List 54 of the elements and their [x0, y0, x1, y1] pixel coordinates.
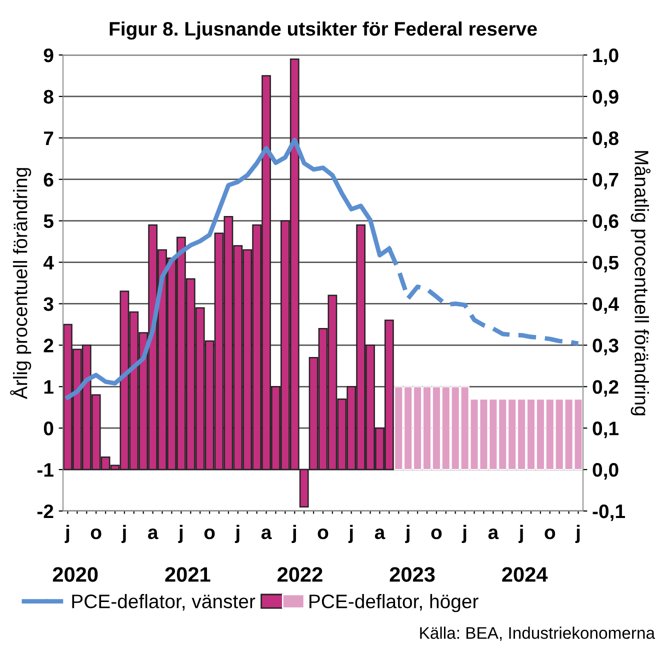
y-axis-title: Årlig procentuell förändring — [10, 168, 32, 400]
y-tick-label: 0 — [44, 422, 54, 436]
y-tick-label: 8 — [44, 90, 54, 104]
x-tick-label: j — [518, 524, 523, 544]
x-tick-label: j — [64, 524, 70, 544]
y-tick-label: 5 — [44, 214, 54, 228]
x-tick-label: o — [204, 528, 215, 540]
y2-tick-label: 0,6 — [592, 214, 618, 231]
legend-label: PCE-deflator, vänster — [72, 594, 256, 611]
x-tick-label: o — [431, 528, 442, 540]
x-tick-label: j — [575, 524, 580, 544]
x-tick-label: j — [121, 524, 126, 544]
y-tick-label: -1 — [37, 463, 54, 477]
x-tick-label: o — [90, 528, 102, 540]
y2-tick-label: 0,8 — [592, 131, 618, 148]
x-tick-label: a — [148, 528, 158, 540]
y2-tick-label: 0,1 — [592, 422, 619, 438]
x-tick-label: a — [374, 528, 386, 540]
y-tick-label: 7 — [44, 132, 54, 145]
x-tick-label: j — [405, 524, 410, 544]
chart-title: Figur 8. Ljusnande utsikter för Federal reserve — [110, 21, 537, 40]
x-tick-label: o — [318, 528, 328, 540]
x2-tick-label: 2024 — [502, 567, 548, 582]
x2-tick-label: 2020 — [52, 567, 98, 582]
legend-label: PCE-deflator, höger — [310, 594, 478, 612]
y2-tick-label: 0,7 — [592, 172, 618, 190]
y2-tick-label: 0,4 — [592, 297, 619, 314]
y2-tick-label: -0,1 — [592, 504, 625, 522]
x2-tick-label: 2021 — [165, 567, 210, 582]
y2-tick-label: 0,3 — [592, 338, 618, 356]
x-tick-label: o — [544, 528, 556, 540]
x-tick-label: j — [462, 524, 466, 544]
y-tick-label: 3 — [44, 297, 54, 311]
y2-tick-label: 1,0 — [593, 48, 618, 66]
x-tick-label: j — [178, 524, 183, 544]
x-tick-label: j — [234, 524, 240, 544]
x-tick-label: a — [261, 528, 272, 540]
y-tick-label: 9 — [44, 48, 54, 62]
x-tick-label: j — [348, 524, 353, 544]
x-tick-label: j — [292, 524, 296, 544]
y-tick-label: 1 — [44, 380, 54, 394]
y2-tick-label: 0,0 — [592, 463, 618, 480]
y-tick-label: -2 — [37, 504, 54, 518]
y2-tick-label: 0,9 — [592, 90, 618, 107]
y2-axis-title: Månatlig procentuell förändring — [630, 151, 651, 416]
x2-tick-label: 2022 — [278, 567, 322, 582]
x2-tick-label: 2023 — [390, 567, 435, 582]
y2-tick-label: 0,2 — [592, 380, 618, 397]
text: Källa: BEA, Industriekonomerna — [420, 626, 656, 641]
y-tick-label: 4 — [43, 256, 54, 270]
y2-tick-label: 0,5 — [592, 256, 619, 272]
y-tick-label: 2 — [44, 338, 54, 352]
y-tick-label: 6 — [44, 172, 54, 187]
x-tick-label: a — [488, 528, 499, 540]
